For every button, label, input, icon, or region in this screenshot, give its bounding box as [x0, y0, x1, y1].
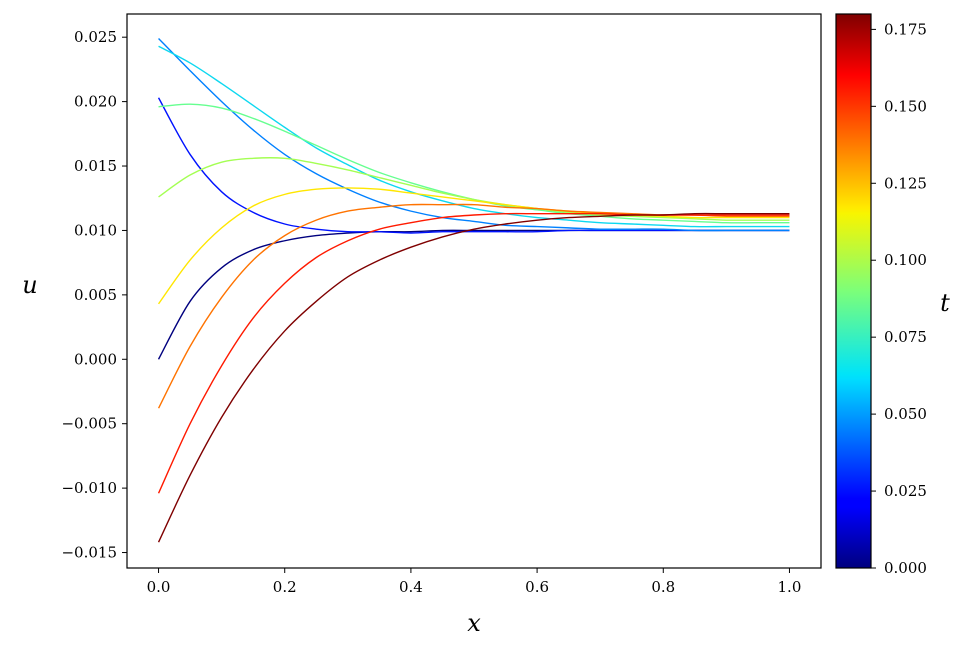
- colorbar-tick-label: 0.100: [884, 251, 927, 269]
- y-tick-label: −0.005: [61, 415, 117, 433]
- colorbar-tick-label: 0.125: [884, 174, 927, 192]
- y-axis-label: u: [22, 271, 37, 299]
- series-line-9: [157, 212, 790, 543]
- series-line-2: [158, 37, 790, 232]
- series-line-5: [158, 157, 790, 221]
- y-tick-label: 0.020: [74, 93, 117, 111]
- colorbar-tick-label: 0.000: [884, 559, 927, 577]
- series-line-0: [157, 229, 790, 360]
- x-tick-label: 0.8: [651, 578, 675, 596]
- colorbar-tick-label: 0.150: [884, 97, 927, 115]
- colorbar-gradient: [835, 13, 872, 569]
- x-tick-label: 0.4: [399, 578, 423, 596]
- y-axis-ticks: −0.015 −0.010 −0.005 0.000 0.005 0.010 0.015 0.…: [61, 28, 127, 562]
- colorbar-tick-label: 0.025: [884, 482, 927, 500]
- colorbar-tick-label: 0.075: [884, 328, 927, 346]
- y-tick-label: 0.015: [74, 157, 117, 175]
- series-line-7: [157, 203, 790, 409]
- colorbar-label: t: [940, 289, 950, 317]
- y-tick-label: −0.015: [61, 544, 117, 562]
- series-layer: [157, 37, 790, 543]
- plot-area: 0.0 0.2 0.4 0.6 0.8 1.0 −0.015 −0.010 −0.005 0.0…: [61, 13, 822, 596]
- colorbar-tick-label: 0.050: [884, 405, 927, 423]
- plot-frame: [126, 13, 822, 569]
- colorbar-ticks: 0.000 0.025 0.050 0.075 0.100 0.125 0.150 0.175: [871, 20, 927, 577]
- y-tick-label: 0.000: [74, 350, 117, 368]
- colorbar-tick-label: 0.175: [884, 20, 927, 38]
- y-tick-label: 0.005: [74, 286, 117, 304]
- colorbar: 0.000 0.025 0.050 0.075 0.100 0.125 0.150 0.175…: [835, 13, 950, 577]
- x-axis-label: x: [467, 609, 481, 637]
- y-tick-label: −0.010: [61, 479, 117, 497]
- series-line-8: [157, 212, 790, 494]
- series-line-6: [157, 187, 790, 305]
- y-tick-label: 0.010: [74, 221, 117, 239]
- x-axis-ticks: 0.0 0.2 0.4 0.6 0.8 1.0: [147, 568, 802, 596]
- series-line-3: [158, 45, 790, 228]
- x-tick-label: 1.0: [778, 578, 802, 596]
- x-tick-label: 0.0: [147, 578, 171, 596]
- x-tick-label: 0.6: [525, 578, 549, 596]
- x-tick-label: 0.2: [273, 578, 297, 596]
- y-tick-label: 0.025: [74, 28, 117, 46]
